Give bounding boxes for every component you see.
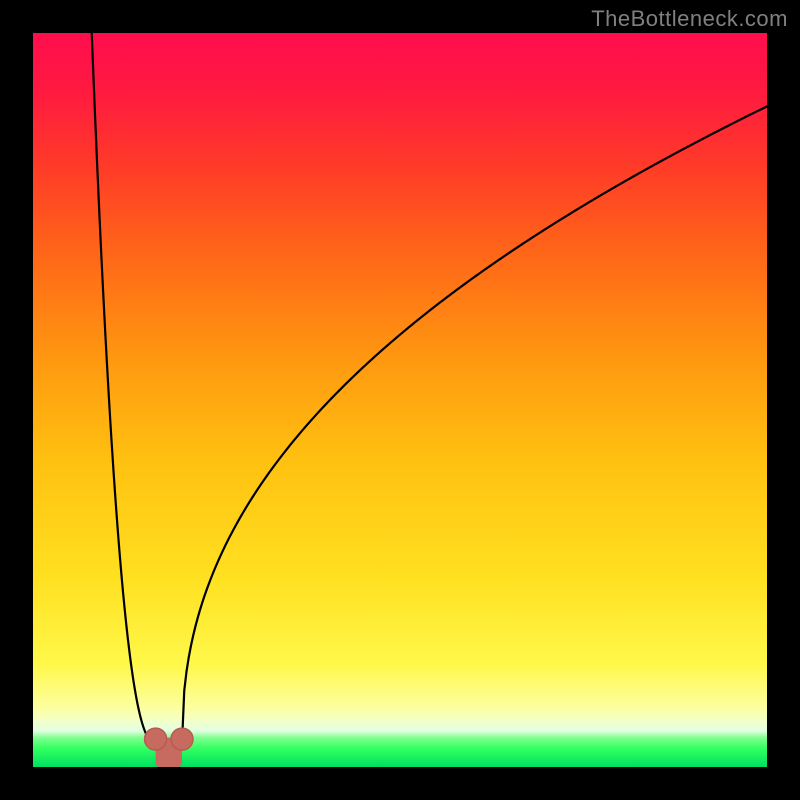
marker-dot-1 xyxy=(145,728,167,750)
watermark-text: TheBottleneck.com xyxy=(591,6,788,32)
bottleneck-chart xyxy=(0,0,800,800)
plot-background xyxy=(33,33,767,767)
chart-container: TheBottleneck.com xyxy=(0,0,800,800)
marker-dot-2 xyxy=(171,728,193,750)
